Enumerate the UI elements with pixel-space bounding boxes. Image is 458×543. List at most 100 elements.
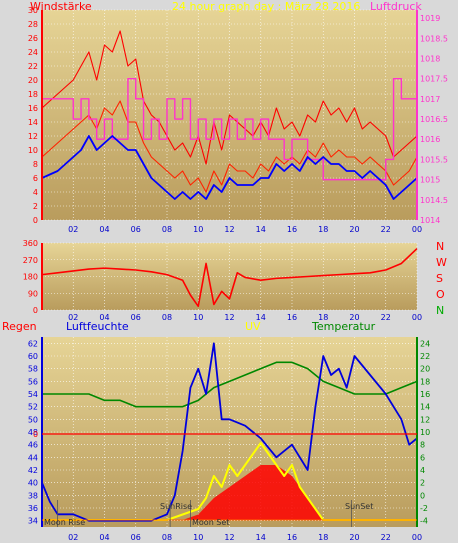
y-left-tick-label: 18	[28, 90, 38, 99]
y-left-tick-label: 10	[28, 146, 38, 155]
x-tick-label: 08	[162, 225, 172, 234]
y-right-tick-label: 24	[420, 339, 430, 348]
y-left-tick-label: 40	[28, 479, 38, 488]
y-left-tick-label: 46	[28, 441, 38, 450]
y-right-tick-label: 1017	[420, 95, 440, 104]
y-right-tick-label: 1014	[420, 216, 440, 225]
y-right-tick-label: 10	[420, 428, 430, 437]
x-tick-label: 04	[99, 533, 109, 542]
y-left-tick-label: 16	[28, 104, 38, 113]
moon-set-annotation: Moon Set	[192, 518, 229, 527]
y-left-tick-label: 12	[28, 132, 38, 141]
y-right-tick-label: 20	[420, 365, 430, 374]
compass-n-top: N	[436, 240, 444, 253]
x-tick-label: 04	[99, 313, 109, 322]
x-tick-label: 12	[224, 533, 234, 542]
y-tick-label: 180	[23, 273, 38, 282]
solar-radiation-area	[42, 465, 417, 520]
wind-mean-series	[41, 100, 418, 193]
y-right-tick-label: 16	[420, 390, 430, 399]
compass-s: S	[436, 272, 443, 285]
pressure-label: Luftdruck	[370, 0, 422, 13]
y-right-tick-label: 22	[420, 352, 430, 361]
y-left-tick-label: 54	[28, 390, 38, 399]
y-left-tick-label: 34	[28, 517, 38, 526]
y-left-tick-label: 22	[28, 62, 38, 71]
x-tick-label: 04	[99, 225, 109, 234]
y-left-tick-label: 0	[33, 216, 38, 225]
y-left-tick-label: 24	[28, 48, 38, 57]
y-right-tick-label: 1015.5	[420, 155, 448, 164]
y-left-tick-label: 14	[28, 118, 38, 127]
y-right-tick-label: -4	[420, 517, 428, 526]
x-tick-label: 10	[193, 533, 203, 542]
x-tick-label: 14	[256, 533, 266, 542]
sunrise-annotation: SunRise	[160, 502, 192, 511]
y-left-tick-label: 8	[33, 160, 38, 169]
pressure-series	[42, 77, 417, 181]
y-right-tick-label: 2	[420, 479, 425, 488]
x-tick-label: 00	[412, 533, 422, 542]
y-left-tick-label: 30	[28, 6, 38, 15]
wind-strength-label: Windstärke	[30, 0, 92, 13]
y-left-tick-label: 62	[28, 339, 38, 348]
x-tick-label: 22	[381, 225, 391, 234]
y-right-tick-label: 0	[420, 491, 425, 500]
x-tick-label: 10	[193, 225, 203, 234]
x-tick-label: 14	[256, 313, 266, 322]
y-tick-label: 90	[28, 289, 38, 298]
y-left-tick-label: 6	[33, 174, 38, 183]
y-left-tick-label: 56	[28, 377, 38, 386]
x-tick-label: 20	[349, 533, 359, 542]
x-tick-label: 08	[162, 313, 172, 322]
y-left-tick-label: 58	[28, 365, 38, 374]
y-tick-label: 270	[23, 256, 38, 265]
y-right-tick-label: 1015	[420, 176, 440, 185]
y-right-tick-label: 1014.5	[420, 196, 448, 205]
humidity-label: Luftfeuchte	[66, 320, 129, 333]
y-right-tick-label: 1018.5	[420, 34, 448, 43]
y-right-tick-label: 1019	[420, 14, 440, 23]
y-left-tick-label: 44	[28, 453, 38, 462]
wind-direction-series	[41, 248, 418, 308]
humidity-series	[41, 342, 418, 522]
y-left-tick-label: 4	[33, 188, 38, 197]
x-tick-label: 06	[131, 225, 141, 234]
x-tick-label: 18	[318, 313, 328, 322]
x-tick-label: 00	[412, 225, 422, 234]
rain-label: Regen	[2, 320, 37, 333]
x-tick-label: 18	[318, 225, 328, 234]
y-right-tick-label: 4	[420, 466, 425, 475]
y-left-tick-label: 52	[28, 403, 38, 412]
x-tick-label: 14	[256, 225, 266, 234]
x-tick-label: 08	[162, 533, 172, 542]
y-right-tick-label: 14	[420, 403, 430, 412]
y-right-tick-label: 18	[420, 377, 430, 386]
y-right-tick-label: 1016.5	[420, 115, 448, 124]
x-tick-label: 20	[349, 225, 359, 234]
x-tick-label: 16	[287, 533, 297, 542]
y-left-tick-label: 20	[28, 76, 38, 85]
y-left-tick-label: 48	[28, 428, 38, 437]
temperature-label: Temperatur	[311, 320, 376, 333]
compass-n-bottom: N	[436, 304, 444, 317]
rain-zero-label: 0	[33, 430, 38, 439]
compass-w: W	[436, 256, 447, 269]
y-left-tick-label: 36	[28, 504, 38, 513]
x-tick-label: 02	[68, 225, 78, 234]
y-left-tick-label: 26	[28, 34, 38, 43]
x-tick-label: 12	[224, 313, 234, 322]
y-tick-label: 360	[23, 239, 38, 248]
x-tick-label: 06	[131, 313, 141, 322]
temperature-series	[42, 361, 418, 408]
y-tick-label: 0	[33, 306, 38, 315]
x-tick-label: 00	[412, 313, 422, 322]
y-right-tick-label: 1016	[420, 135, 440, 144]
x-tick-label: 16	[287, 313, 297, 322]
x-tick-label: 10	[193, 313, 203, 322]
compass-o: O	[436, 288, 445, 301]
x-tick-label: 16	[287, 225, 297, 234]
y-right-tick-label: 8	[420, 441, 425, 450]
x-tick-label: 22	[381, 313, 391, 322]
